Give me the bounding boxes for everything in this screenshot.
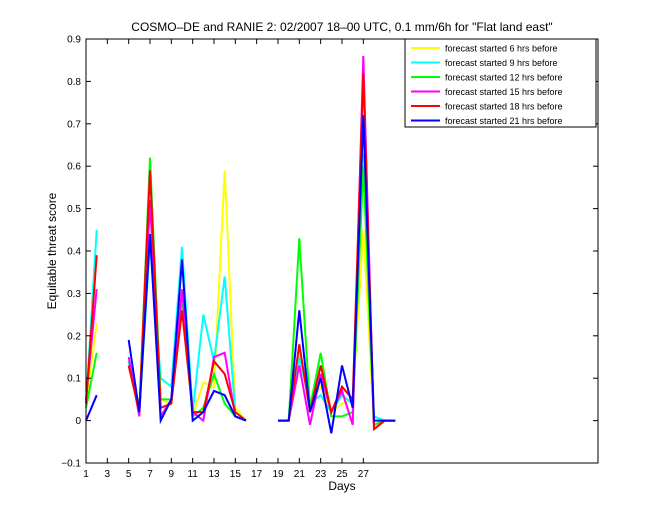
x-axis-label: Days [328,479,355,493]
y-tick-label: 0 [75,416,81,427]
chart-title: COSMO–DE and RANIE 2: 02/2007 18–00 UTC,… [131,20,552,34]
x-tick-label: 15 [230,469,242,480]
y-tick-label: 0.4 [67,247,81,258]
y-tick-label: 0.2 [67,331,81,342]
ticks-layer: 1 3 5 7 9 11 13 15 17 19 21 23 25 27−0.100.10.20.30.4… [61,35,598,480]
x-tick-label: 17 [251,469,263,480]
y-tick-label: 0.8 [67,77,81,88]
y-tick-label: 0.9 [67,35,81,46]
y-tick-label: 0.3 [67,289,81,300]
y-axis-label: Equitable threat score [45,192,59,309]
y-tick-label: 0.6 [67,162,81,173]
x-tick-label: 1 [83,469,89,480]
x-tick-label: 9 [169,469,175,480]
legend-box [404,38,597,128]
legend-label-6: forecast started 21 hrs before [445,116,563,126]
legend-label-5: forecast started 18 hrs before [445,102,563,112]
x-tick-label: 25 [336,469,348,480]
legend: forecast started 6 hrs before forecast st… [404,38,597,128]
x-tick-label: 5 [126,469,132,480]
x-tick-label: 11 [187,469,198,480]
x-tick-label: 3 [105,469,111,480]
legend-label-3: forecast started 12 hrs before [445,73,563,83]
y-tick-label: 0.1 [67,374,81,385]
x-tick-label: 7 [147,469,153,480]
y-tick-label: 0.7 [67,119,81,130]
x-tick-label: 21 [294,469,306,480]
x-tick-label: 19 [272,469,284,480]
x-tick-label: 13 [208,469,220,480]
legend-label-4: forecast started 15 hrs before [445,87,563,97]
series-layer [85,55,396,434]
y-tick-label: −0.1 [61,459,81,470]
legend-label-1: forecast started 6 hrs before [445,44,558,54]
series-line-6 [85,115,396,434]
x-tick-label: 27 [358,469,370,480]
x-tick-label: 23 [315,469,327,480]
legend-label-2: forecast started 9 hrs before [445,58,558,68]
y-tick-label: 0.5 [67,204,81,215]
